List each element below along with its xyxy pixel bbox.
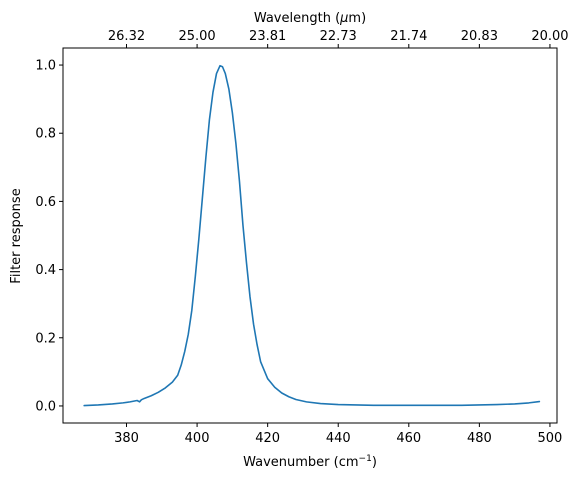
y-tick-label: 0.8 <box>35 127 56 142</box>
series-line-0 <box>83 64 541 407</box>
top-tick-label: 25.00 <box>178 29 215 44</box>
x-tick-label: 500 <box>538 431 563 446</box>
x-axis-label: Wavenumber (cm−1) <box>243 454 377 470</box>
top-tick-label: 26.32 <box>108 29 145 44</box>
y-tick-label: 0.2 <box>35 331 56 346</box>
x-tick-label: 460 <box>396 431 421 446</box>
y-tick-label: 0.0 <box>35 399 56 414</box>
top-tick-label: 20.83 <box>461 29 498 44</box>
x-tick-label: 480 <box>467 431 492 446</box>
plot-frame <box>62 47 558 424</box>
x-tick-label: 440 <box>326 431 351 446</box>
top-tick-label: 23.81 <box>249 29 286 44</box>
x-tick-label: 420 <box>255 431 280 446</box>
y-tick-label: 1.0 <box>35 59 56 74</box>
x-tick-label: 400 <box>185 431 210 446</box>
y-tick-label: 0.6 <box>35 195 56 210</box>
top-tick-label: 21.74 <box>390 29 427 44</box>
y-axis-label: Filter response <box>9 188 24 283</box>
x-tick-label: 380 <box>114 431 139 446</box>
top-tick-label: 20.00 <box>531 29 568 44</box>
top-tick-label: 22.73 <box>320 29 357 44</box>
y-tick-label: 0.4 <box>35 263 56 278</box>
top-axis-label: Wavelength (μm) <box>254 11 366 26</box>
plot-area <box>63 48 557 423</box>
